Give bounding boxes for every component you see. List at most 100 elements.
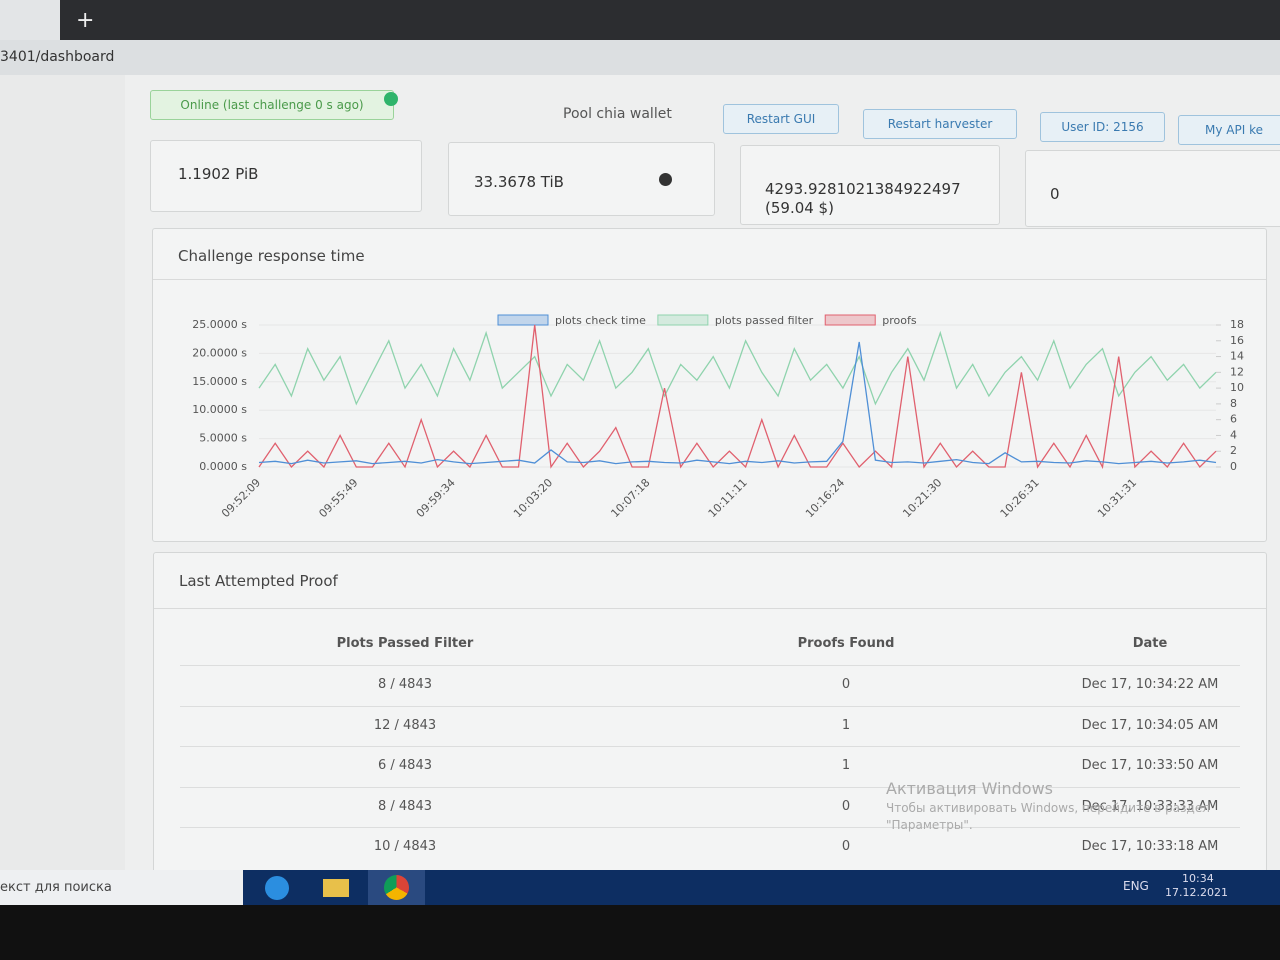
button[interactable]: My API ke <box>1178 115 1280 145</box>
y2-tick-label: 2 <box>1230 444 1237 457</box>
row-divider <box>180 786 1240 788</box>
search-box[interactable]: екст для поиска <box>0 870 243 905</box>
x-tick-label: 09:59:34 <box>414 476 458 520</box>
x-tick-label: 10:16:24 <box>803 476 847 520</box>
stat-value: 4293.9281021384922497 (59.04 $) <box>765 180 961 217</box>
table-cell: Dec 17, 10:33:18 AM <box>1081 839 1219 854</box>
url: 3401/dashboard <box>0 49 115 65</box>
series-line <box>258 330 1217 406</box>
explorer-icon[interactable] <box>323 879 349 897</box>
watermark-text: Чтобы активировать Windows, перейдите в … <box>886 801 1210 832</box>
watermark-title: Активация Windows <box>886 779 1053 798</box>
table-cell: 0 <box>841 677 851 692</box>
x-tick-label: 10:07:18 <box>608 476 652 520</box>
legend-swatch <box>824 314 876 326</box>
chart: 0.0000 s 5.0000 s 10.0000 s 15.0000 s 20.000… <box>192 314 1244 520</box>
status-dot <box>384 92 398 106</box>
proof-panel: Last Attempted Proof <box>153 552 1267 884</box>
active-tab[interactable] <box>0 0 60 40</box>
row-divider <box>180 705 1240 707</box>
clock-date[interactable]: 17.12.2021 <box>1165 886 1228 899</box>
table-cell: Dec 17, 10:34:22 AM <box>1081 677 1219 692</box>
y2-tick-label: 8 <box>1230 397 1237 410</box>
table-cell: 8 / 4843 <box>378 798 432 814</box>
table-cell: Dec 17, 10:33:33 AM <box>1081 798 1219 814</box>
chrome-icon <box>384 875 409 900</box>
y2-tick-label: 0 <box>1230 460 1237 473</box>
table-cell: 0 <box>841 839 851 854</box>
status: Online (last challenge 0 s ago) <box>150 90 394 120</box>
table-cell: 6 / 4843 <box>378 758 432 773</box>
legend-swatch <box>497 314 549 326</box>
stat-value: 0 <box>1050 185 1060 203</box>
series-line <box>258 341 1217 465</box>
y-tick-label: 20.0000 s <box>192 346 247 359</box>
table-header: Proofs Found <box>797 636 895 651</box>
stat-card: 1.1902 PiB <box>150 140 422 212</box>
table-cell: 8 / 4843 <box>378 677 432 692</box>
search-text: екст для поиска <box>0 880 112 895</box>
screen: + 3401/dashboard Online (last challenge … <box>0 0 1280 905</box>
edge-icon[interactable] <box>265 876 289 900</box>
y2-tick-label: 4 <box>1230 428 1237 441</box>
new-tab[interactable]: + <box>76 8 95 33</box>
y-tick-label: 10.0000 s <box>192 403 247 416</box>
clock-time[interactable]: 10:34 <box>1182 872 1214 885</box>
button[interactable]: Restart GUI <box>723 104 839 134</box>
x-tick-label: 10:26:31 <box>998 476 1042 520</box>
x-tick-label: 10:11:11 <box>706 476 750 520</box>
x-tick-label: 09:52:09 <box>219 476 263 520</box>
row-divider <box>180 746 1240 747</box>
table-cell: 0 <box>841 798 851 814</box>
divider <box>153 279 1266 280</box>
y2-tick-label: 18 <box>1230 318 1244 331</box>
x-tick-label: 10:31:31 <box>1095 476 1139 520</box>
y2-tick-label: 12 <box>1230 365 1244 378</box>
y2-tick-label: 10 <box>1230 381 1244 394</box>
stat-card: 4293.9281021384922497 (59.04 $) <box>740 145 1000 225</box>
address-bar[interactable]: 3401/dashboard <box>0 40 1280 75</box>
table-cell: 1 <box>841 758 851 773</box>
stat-value: 1.1902 PiB <box>178 165 259 183</box>
language[interactable]: ENG <box>1123 879 1149 893</box>
y-tick-label: 15.0000 s <box>192 375 247 388</box>
table-header: Plots Passed Filter <box>336 636 474 651</box>
table-header: Date <box>1132 636 1168 651</box>
table-cell: 10 / 4843 <box>373 839 437 854</box>
legend-swatch <box>657 314 709 326</box>
stat-card: 33.3678 TiB <box>448 142 715 216</box>
button[interactable]: Restart harvester <box>863 109 1017 139</box>
divider <box>154 608 1266 609</box>
chrome-button[interactable] <box>368 870 425 905</box>
y2-tick-label: 6 <box>1230 413 1237 426</box>
row-divider <box>180 827 1240 828</box>
x-tick-label: 09:55:49 <box>316 476 360 520</box>
stat-card: 0 <box>1025 150 1280 227</box>
taskbar: екст для поиска ENG 10:34 17.12.2021 <box>0 870 1280 905</box>
x-tick-label: 10:21:30 <box>900 476 944 520</box>
tab-strip: + <box>0 0 1280 40</box>
x-tick-label: 10:03:20 <box>511 476 555 520</box>
legend-label: proofs <box>882 314 917 327</box>
y-tick-label: 0.0000 s <box>199 460 247 473</box>
wallet[interactable]: Pool chia wallet <box>563 106 672 122</box>
y2-tick-label: 16 <box>1230 334 1244 347</box>
y-tick-label: 25.0000 s <box>192 318 247 331</box>
info-icon[interactable] <box>659 173 672 186</box>
legend-label: plots check time <box>555 314 646 327</box>
button[interactable]: User ID: 2156 <box>1040 112 1165 142</box>
series-line <box>258 324 1217 470</box>
table-cell: 12 / 4843 <box>373 717 437 733</box>
table-cell: Dec 17, 10:33:50 AM <box>1081 758 1219 773</box>
chart-panel: Challenge response time 0.0000 s 5.0000 s… <box>152 228 1267 542</box>
table-cell: 1 <box>841 717 851 733</box>
panel-title: Last Attempted Proof <box>179 572 338 590</box>
y-tick-label: 5.0000 s <box>199 432 247 445</box>
row-divider <box>180 665 1240 666</box>
chart-title: Challenge response time <box>178 247 365 265</box>
stat-value: 33.3678 TiB <box>474 173 564 191</box>
table-cell: Dec 17, 10:34:05 AM <box>1081 717 1219 733</box>
legend-label: plots passed filter <box>715 314 814 327</box>
y2-tick-label: 14 <box>1230 350 1244 363</box>
